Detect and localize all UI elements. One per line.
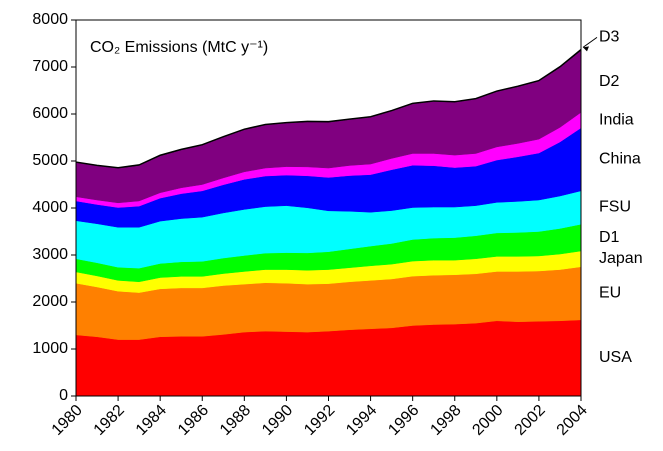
x-tick-label: 1988 bbox=[217, 402, 254, 439]
x-tick-label: 1984 bbox=[133, 402, 170, 439]
y-tick-label: 3000 bbox=[32, 246, 68, 263]
series-label: D2 bbox=[599, 73, 620, 90]
x-tick-label: 2002 bbox=[512, 402, 549, 439]
plot-area bbox=[75, 48, 582, 397]
x-tick-label: 1986 bbox=[175, 402, 212, 439]
y-tick-label: 4000 bbox=[32, 199, 68, 216]
series-label: EU bbox=[599, 285, 621, 302]
x-tick-label: 2004 bbox=[554, 402, 591, 439]
series-label: India bbox=[599, 111, 634, 128]
series-label: Japan bbox=[599, 250, 643, 267]
x-tick-label: 1998 bbox=[427, 402, 464, 439]
x-tick-label: 1994 bbox=[343, 402, 380, 439]
y-tick-label: 8000 bbox=[32, 11, 68, 28]
y-tick-label: 5000 bbox=[32, 152, 68, 169]
y-tick-label: 6000 bbox=[32, 105, 68, 122]
y-tick-label: 7000 bbox=[32, 58, 68, 75]
y-tick-label: 0 bbox=[59, 387, 68, 404]
x-tick-label: 1990 bbox=[259, 402, 296, 439]
y-tick-label: 2000 bbox=[32, 293, 68, 310]
y-tick-label: 1000 bbox=[32, 340, 68, 357]
x-tick-label: 1980 bbox=[49, 402, 86, 439]
x-tick-label: 2000 bbox=[469, 402, 506, 439]
series-label: USA bbox=[599, 349, 632, 366]
x-tick-label: 1996 bbox=[385, 402, 422, 439]
x-tick-label: 1992 bbox=[301, 402, 338, 439]
series-label: D1 bbox=[599, 229, 620, 246]
series-label: D3 bbox=[599, 29, 620, 46]
label-arrow bbox=[582, 36, 598, 48]
series-label: China bbox=[599, 151, 641, 168]
series-label: FSU bbox=[599, 199, 631, 216]
label-arrowhead bbox=[583, 46, 589, 52]
x-tick-label: 1982 bbox=[91, 402, 128, 439]
chart-title: CO₂ Emissions (MtC y⁻¹) bbox=[90, 39, 268, 56]
